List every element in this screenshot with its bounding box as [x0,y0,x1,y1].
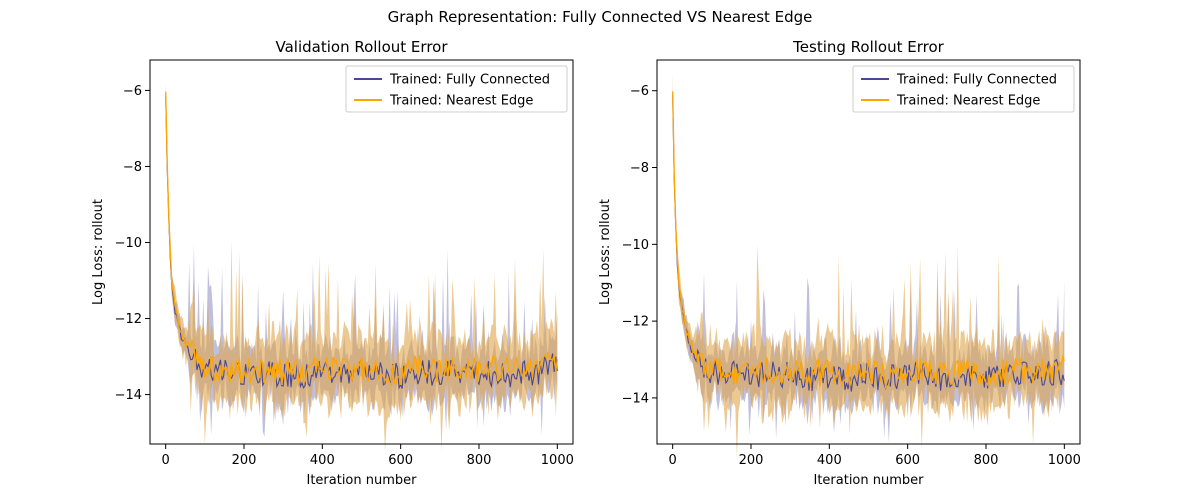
validation-legend-label-fully-connected: Trained: Fully Connected [389,73,550,88]
x-tick-label: 800 [467,453,492,468]
figure-suptitle: Graph Representation: Fully Connected VS… [388,8,813,26]
x-tick-label: 400 [310,453,335,468]
validation-legend-box [345,65,568,113]
x-tick-label: 1000 [1048,453,1081,468]
x-tick-label: 600 [895,453,920,468]
testing-y-ticks: −14 −12 −10 −8 −6 [622,84,657,406]
validation-chart: 0 200 400 600 800 1000 −14 −12 −10 −8 −6 Validati… [91,38,574,488]
y-tick-label: −12 [115,312,142,327]
validation-x-label: Iteration number [306,473,417,488]
validation-legend-label-nearest-edge: Trained: Nearest Edge [389,94,533,109]
y-tick-label: −10 [622,238,649,253]
y-tick-label: −10 [115,236,142,251]
x-tick-label: 1000 [541,453,574,468]
validation-x-ticks: 0 200 400 600 800 1000 [162,444,574,468]
testing-x-ticks: 0 200 400 600 800 1000 [669,444,1081,468]
validation-legend: Trained: Fully Connected Trained: Neares… [345,65,568,113]
testing-y-label: Log Loss: rollout [598,199,613,305]
validation-y-label: Log Loss: rollout [91,199,106,305]
y-tick-label: −14 [115,388,142,403]
testing-axes-frame [656,59,1081,445]
validation-title: Validation Rollout Error [276,38,449,56]
testing-lines [672,91,1065,392]
y-tick-label: −6 [630,84,649,99]
testing-legend-label-fully-connected: Trained: Fully Connected [896,73,1057,88]
band-nearest-edge [165,82,558,452]
validation-bands [165,82,558,452]
x-tick-label: 200 [232,453,257,468]
testing-chart: 0 200 400 600 800 1000 −14 −12 −10 −8 −6 Testing … [598,38,1081,488]
testing-legend: Trained: Fully Connected Trained: Neares… [852,65,1075,113]
y-tick-label: −12 [622,315,649,330]
y-tick-label: −14 [622,391,649,406]
x-tick-label: 200 [739,453,764,468]
x-tick-label: 0 [162,453,170,468]
testing-x-label: Iteration number [813,473,924,488]
x-tick-label: 400 [817,453,842,468]
validation-lines [165,91,558,390]
testing-legend-box [852,65,1075,113]
line-fully-connected [672,95,1065,392]
validation-axes-frame [149,59,574,445]
line-nearest-edge [165,91,558,387]
y-tick-label: −6 [123,84,142,99]
y-tick-label: −8 [630,161,649,176]
x-tick-label: 800 [974,453,999,468]
validation-y-ticks: −14 −12 −10 −8 −6 [115,84,150,403]
line-nearest-edge [672,91,1065,390]
x-tick-label: 0 [669,453,677,468]
x-tick-label: 600 [388,453,413,468]
testing-legend-label-nearest-edge: Trained: Nearest Edge [896,94,1040,109]
y-tick-label: −8 [123,160,142,175]
testing-bands [672,72,1065,458]
testing-title: Testing Rollout Error [792,38,944,56]
